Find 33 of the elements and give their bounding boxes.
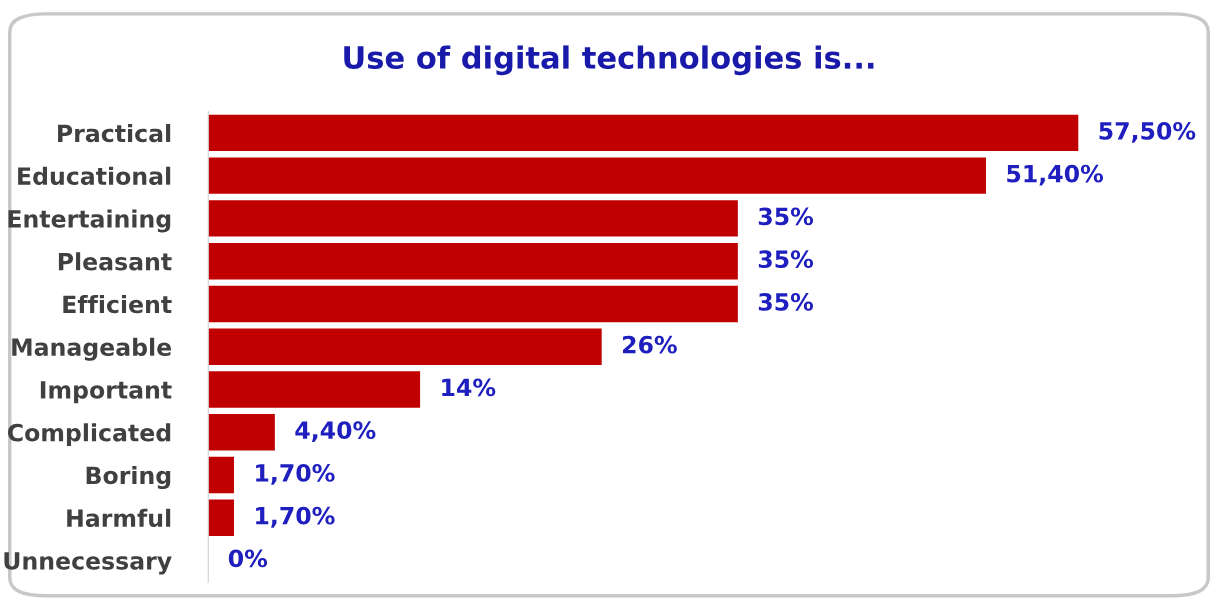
data-label: 1,70% — [256, 506, 335, 528]
bar — [208, 200, 738, 237]
data-label: 14% — [442, 378, 496, 397]
y-tick-label: Important — [40, 381, 172, 404]
y-tick-label: Entertaining — [8, 209, 171, 233]
bar — [208, 114, 1079, 152]
bar — [208, 371, 421, 408]
y-tick-label: Unnecessary — [4, 552, 172, 575]
bar — [208, 414, 275, 451]
data-label: 35% — [758, 250, 814, 269]
bar — [208, 243, 738, 280]
data-label: 0% — [228, 549, 268, 568]
bar — [208, 499, 234, 536]
chart-title: Use of digital technologies is... — [344, 45, 874, 76]
data-label: 1,70% — [256, 463, 335, 485]
y-tick-label: Harmful — [67, 508, 171, 528]
y-tick-label: Pleasant — [58, 252, 172, 271]
data-label: 35% — [758, 292, 814, 311]
bar — [208, 285, 738, 323]
data-label: 26% — [622, 335, 677, 354]
bar — [208, 328, 602, 365]
bar — [208, 157, 986, 194]
y-tick-label: Educational — [18, 166, 171, 185]
y-tick-label: Boring — [86, 466, 171, 490]
data-label: 35% — [758, 207, 814, 226]
y-tick-label: Efficient — [63, 295, 172, 314]
data-label: 57,50% — [1099, 121, 1196, 143]
data-label: 4,40% — [295, 421, 376, 443]
y-tick-label: Complicated — [7, 423, 171, 447]
data-label: 51,40% — [1007, 164, 1104, 186]
y-tick-label: Practical — [58, 123, 171, 143]
bar — [208, 456, 234, 494]
y-tick-label: Manageable — [12, 337, 172, 361]
